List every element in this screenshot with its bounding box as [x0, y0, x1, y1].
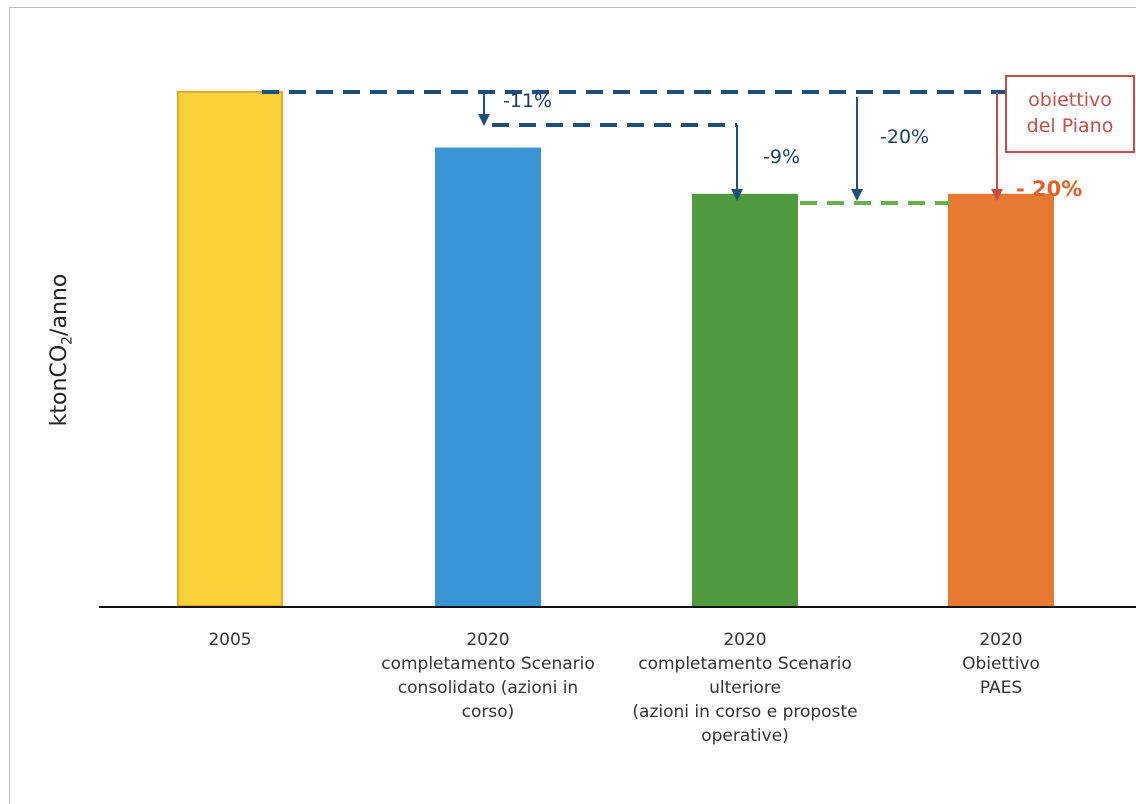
target-box: obiettivo del Piano [1005, 75, 1135, 153]
category-label-line: (azioni in corso e proposte [632, 702, 858, 722]
category-label-line: Obiettivo [962, 654, 1040, 674]
annotation-total: -20% [880, 126, 930, 148]
annotation-step1: -11% [503, 90, 553, 112]
bar-1 [435, 147, 541, 607]
category-label-line: 2020 [723, 630, 767, 650]
target-box-line2: del Piano [1026, 115, 1114, 137]
category-label-0: 2005 [80, 628, 380, 652]
chart-frame [9, 7, 1136, 804]
category-label-line: 2005 [208, 630, 252, 650]
category-label-3: 2020 Obiettivo PAES [851, 628, 1136, 700]
annotation-step2: -9% [763, 146, 800, 168]
target-percentage: - 20% [1016, 177, 1083, 201]
category-label-line: consolidato (azioni in [397, 678, 579, 698]
arrow-step2-head [731, 189, 743, 201]
category-label-line: corso) [461, 702, 515, 722]
bars [177, 91, 1054, 608]
category-label-line: 2020 [466, 630, 510, 650]
arrows [478, 92, 1003, 201]
category-label-line: PAES [979, 678, 1023, 698]
bar-2 [692, 193, 798, 608]
category-label-1: 2020 completamento Scenario consolidato (a… [338, 628, 638, 724]
arrow-total-head [851, 189, 863, 201]
y-axis-label: ktonCO2/anno [47, 273, 76, 427]
category-label-line: completamento Scenario [638, 654, 852, 674]
bar-3 [948, 193, 1054, 608]
target-box-line1: obiettivo [1028, 89, 1112, 111]
reference-lines [262, 90, 1005, 205]
category-label-2: 2020 completamento Scenario ulteriore (azio… [595, 628, 895, 748]
category-label-line: ulteriore [709, 678, 781, 698]
arrow-step1-head [478, 114, 490, 126]
category-label-line: completamento Scenario [381, 654, 595, 674]
bar-0 [177, 91, 283, 607]
arrow-target-head [991, 189, 1003, 201]
category-label-line: operative) [701, 726, 789, 746]
category-label-line: 2020 [979, 630, 1023, 650]
